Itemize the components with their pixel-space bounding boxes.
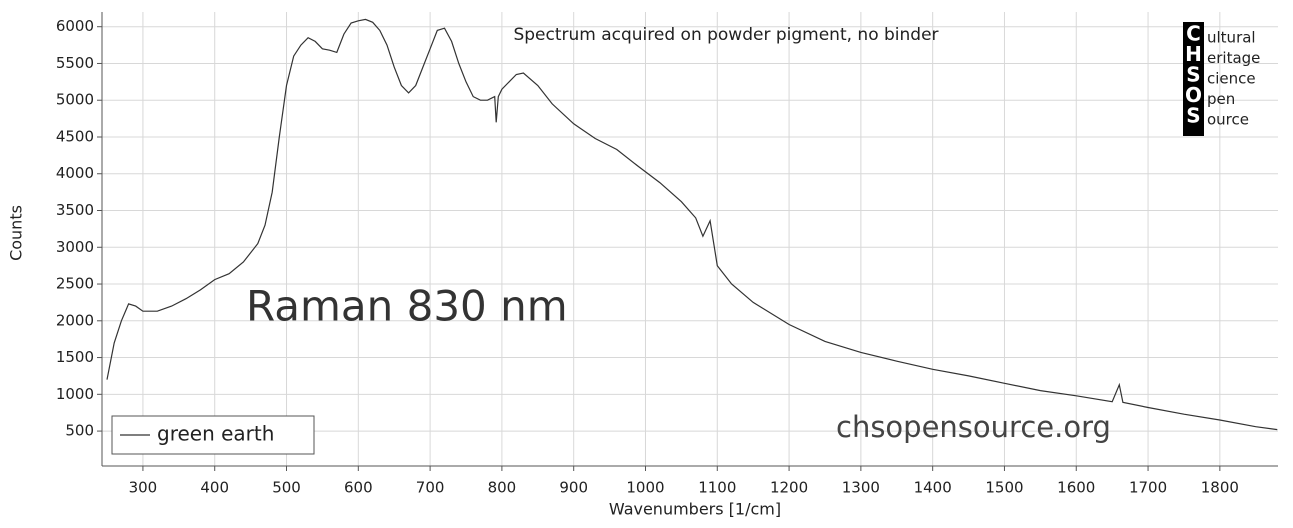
y-tick-label: 1500 [56, 348, 94, 366]
logo-word: ource [1207, 111, 1249, 129]
y-tick-label: 6000 [56, 17, 94, 35]
y-tick-label: 3000 [56, 238, 94, 256]
logo-word: ultural [1207, 29, 1256, 47]
logo-letter: C [1186, 22, 1201, 46]
x-axis-label: Wavenumbers [1/cm] [609, 500, 781, 519]
logo-letter: S [1186, 63, 1200, 87]
x-tick-label: 700 [416, 479, 445, 497]
x-tick-label: 800 [488, 479, 517, 497]
y-tick-label: 4500 [56, 127, 94, 145]
x-tick-label: 1600 [1057, 479, 1095, 497]
x-tick-label: 300 [129, 479, 158, 497]
x-tick-label: 500 [272, 479, 301, 497]
x-tick-label: 1200 [770, 479, 808, 497]
plot-area [102, 12, 1278, 466]
x-tick-label: 1100 [698, 479, 736, 497]
x-tick-label: 1400 [914, 479, 952, 497]
logo-letter: S [1186, 104, 1200, 128]
logo-word: eritage [1207, 49, 1260, 67]
x-tick-label: 1000 [626, 479, 664, 497]
legend-label: green earth [157, 422, 274, 446]
y-tick-label: 500 [65, 422, 94, 440]
logo-bar [1183, 22, 1204, 136]
y-tick-label: 5500 [56, 54, 94, 72]
website: chsopensource.org [836, 410, 1111, 444]
logo-letter: H [1185, 42, 1202, 66]
x-tick-label: 400 [200, 479, 229, 497]
x-tick-label: 1800 [1201, 479, 1239, 497]
logo-letter: O [1185, 83, 1202, 107]
raman-label: Raman 830 nm [246, 282, 568, 331]
spectrum-line [106, 18, 1278, 431]
x-tick-label: 1500 [985, 479, 1023, 497]
y-tick-label: 3500 [56, 201, 94, 219]
y-tick-label: 2500 [56, 275, 94, 293]
x-tick-label: 1700 [1129, 479, 1167, 497]
y-axis-label: Counts [7, 205, 26, 261]
x-tick-label: 900 [559, 479, 588, 497]
y-tick-label: 4000 [56, 164, 94, 182]
y-tick-label: 2000 [56, 311, 94, 329]
x-tick-label: 1300 [842, 479, 880, 497]
logo-word: cience [1207, 70, 1256, 88]
y-tick-label: 1000 [56, 385, 94, 403]
y-tick-label: 5000 [56, 91, 94, 109]
x-tick-label: 600 [344, 479, 373, 497]
subtitle-note: Spectrum acquired on powder pigment, no … [513, 25, 938, 45]
logo-word: pen [1207, 90, 1235, 108]
